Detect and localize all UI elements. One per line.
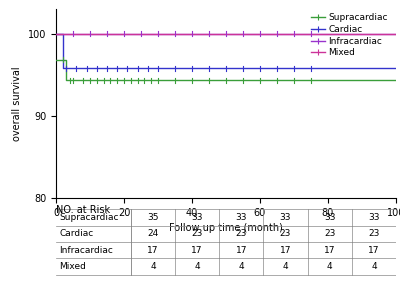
Text: 35: 35 — [147, 213, 159, 222]
Text: Supracardiac: Supracardiac — [60, 213, 119, 222]
Text: 23: 23 — [192, 229, 203, 238]
Text: 23: 23 — [324, 229, 335, 238]
Text: Infracardiac: Infracardiac — [60, 246, 113, 255]
Text: 23: 23 — [280, 229, 291, 238]
Text: 24: 24 — [147, 229, 158, 238]
Text: 4: 4 — [194, 262, 200, 271]
Text: 4: 4 — [327, 262, 332, 271]
Text: 33: 33 — [280, 213, 291, 222]
Text: 33: 33 — [368, 213, 380, 222]
Text: 17: 17 — [368, 246, 380, 255]
Y-axis label: overall survival: overall survival — [12, 66, 22, 141]
Text: 4: 4 — [371, 262, 377, 271]
Text: 4: 4 — [283, 262, 288, 271]
Text: 33: 33 — [236, 213, 247, 222]
Text: 17: 17 — [280, 246, 291, 255]
Text: 33: 33 — [324, 213, 336, 222]
Text: 4: 4 — [150, 262, 156, 271]
Text: Cardiac: Cardiac — [60, 229, 94, 238]
Text: 33: 33 — [191, 213, 203, 222]
Text: 17: 17 — [324, 246, 336, 255]
Legend: Supracardiac, Cardiac, Infracardiac, Mixed: Supracardiac, Cardiac, Infracardiac, Mix… — [308, 10, 392, 61]
X-axis label: Follow up time (month): Follow up time (month) — [169, 223, 283, 233]
Text: Mixed: Mixed — [60, 262, 86, 271]
Text: 23: 23 — [236, 229, 247, 238]
Text: 17: 17 — [236, 246, 247, 255]
Text: 17: 17 — [147, 246, 159, 255]
Text: 17: 17 — [191, 246, 203, 255]
Text: 23: 23 — [368, 229, 380, 238]
Text: NO. at Risk: NO. at Risk — [56, 205, 110, 215]
Text: 4: 4 — [238, 262, 244, 271]
